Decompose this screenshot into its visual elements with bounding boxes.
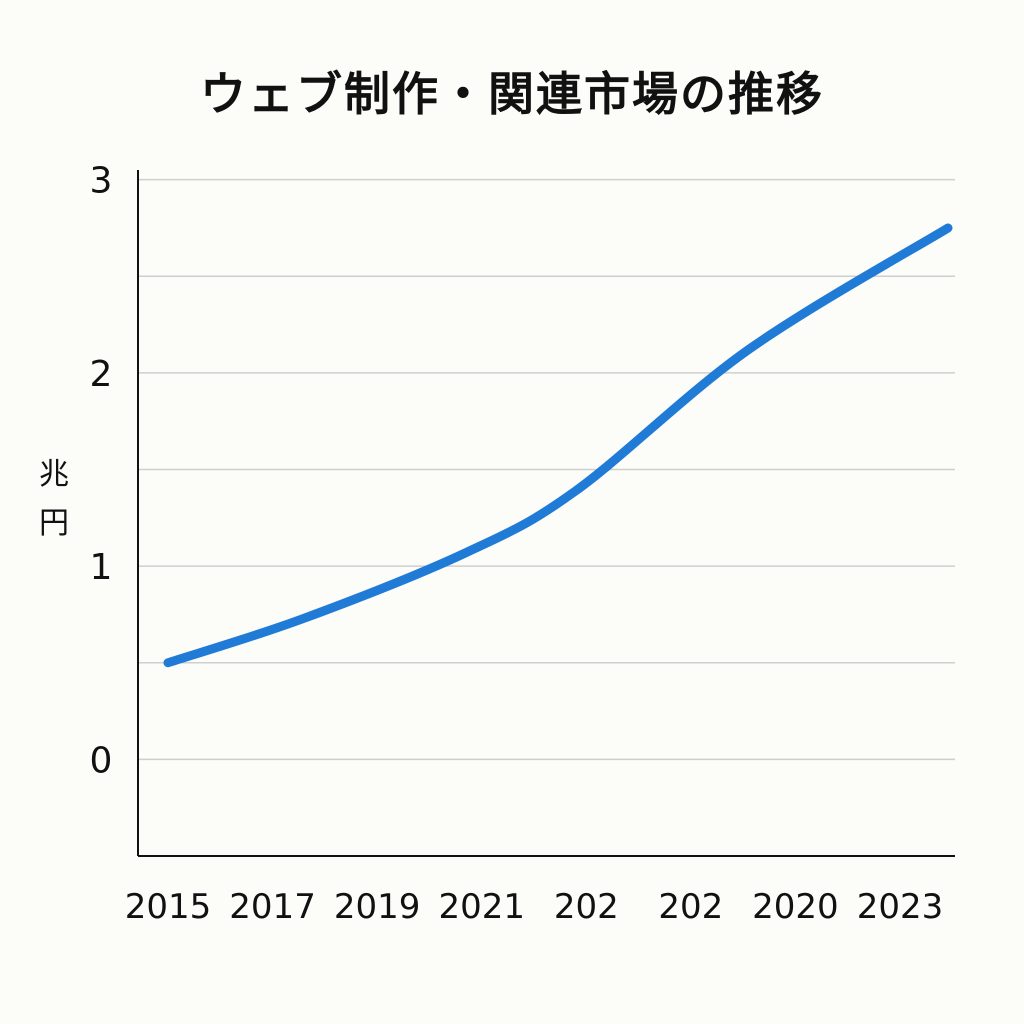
x-tick-label: 202 [554, 887, 619, 927]
grid-lines [138, 178, 955, 761]
x-tick-label: 2020 [752, 887, 839, 927]
y-tick-label: 1 [90, 547, 113, 588]
x-tick-label: 2021 [438, 887, 525, 927]
y-axis-label-char: 円 [39, 506, 69, 541]
y-tick-label: 0 [90, 740, 113, 781]
x-tick-label: 2019 [334, 887, 421, 927]
chart-title: ウェブ制作・関連市場の推移 [200, 67, 824, 121]
x-tick-label: 2017 [229, 887, 316, 927]
y-axis-label-char: 兆 [39, 457, 69, 492]
y-tick-labels: 0 1 2 3 [90, 161, 113, 782]
x-tick-label: 2023 [857, 887, 944, 927]
x-tick-labels: 2015 2017 2019 2021 202 202 2020 2023 [125, 887, 944, 927]
x-tick-label: 202 [658, 887, 723, 927]
y-tick-label: 2 [90, 354, 113, 395]
series-line [163, 223, 953, 668]
y-tick-label: 3 [90, 161, 113, 202]
x-tick-label: 2015 [125, 887, 212, 927]
